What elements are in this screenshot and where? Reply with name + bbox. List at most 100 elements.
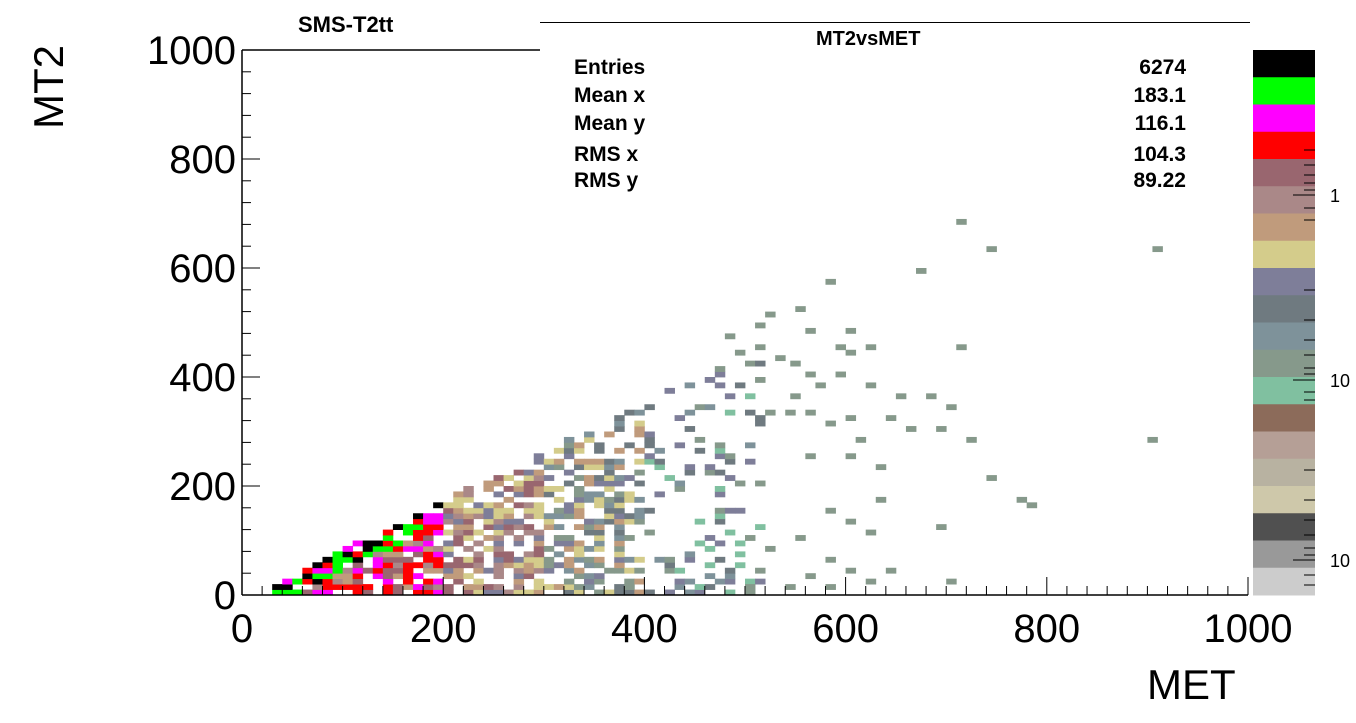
heatmap-bin [553,447,565,454]
heatmap-bin [433,524,444,530]
heatmap-bin [634,458,645,465]
heatmap-bin [423,589,434,596]
heatmap-bin [553,496,565,503]
heatmap-bin [573,567,585,574]
heatmap-bin [433,562,444,569]
heatmap-bin [433,529,444,536]
color-palette: 1 10 10 [1253,50,1350,596]
heatmap-bin [584,584,595,590]
heatmap-bin [282,584,293,590]
heatmap-bin [493,518,504,525]
heatmap-bin [543,486,555,492]
heatmap-bin [775,355,786,362]
heatmap-bin [433,502,444,509]
heatmap-bin [745,458,756,465]
heatmap-bin [674,567,686,574]
heatmap-bin [423,524,434,530]
heatmap-bin [905,426,917,432]
heatmap-bin [614,507,625,514]
heatmap-bin [745,393,756,400]
palette-swatch [1253,159,1315,187]
heatmap-bin [714,371,726,378]
heatmap-bin [835,371,846,378]
heatmap-bin [584,556,595,563]
heatmap-bin [745,442,756,449]
heatmap-bin [503,507,515,514]
heatmap-bin [493,502,504,509]
heatmap-bin [553,507,565,514]
y-tick-label: 800 [169,138,236,182]
heatmap-bin [594,458,605,465]
heatmap-bin [372,562,384,569]
heatmap-bin [674,480,686,487]
heatmap-bin [342,584,354,590]
heatmap-bin [584,475,595,481]
heatmap-bin [714,469,726,476]
heatmap-bin [1016,496,1028,503]
heatmap-bin [594,562,605,569]
heatmap-bin [694,436,706,443]
heatmap-bin [573,551,585,558]
heatmap-bin [684,578,696,585]
heatmap-bin [453,567,464,574]
heatmap-bin [443,551,454,558]
heatmap-bin [332,562,343,569]
heatmap-bin [352,567,364,574]
heatmap-bin [413,589,424,596]
heatmap-bin [523,589,535,596]
heatmap-bin [382,578,394,585]
heatmap-bin [885,567,897,574]
heatmap-bin [402,524,414,530]
heatmap-bin [493,507,504,514]
stat-name: Mean x [574,84,646,107]
heatmap-bin [624,556,635,563]
heatmap-bin [724,458,736,465]
heatmap-bin [543,567,555,574]
heatmap-bin [553,524,565,530]
heatmap-bin [402,540,414,547]
heatmap-bin [533,480,545,487]
heatmap-bin [493,589,504,596]
heatmap-bin [895,393,907,400]
heatmap-bin [443,567,454,574]
heatmap-bin [382,540,394,547]
heatmap-bin [483,518,494,525]
stat-value: 183.1 [1133,84,1186,107]
heatmap-bin [724,475,736,481]
heatmap-bin [674,442,686,449]
heatmap-bin [342,551,354,558]
heatmap-bin [604,431,615,438]
heatmap-bin [513,469,525,476]
heatmap-bin [664,567,675,574]
heatmap-bin [362,567,374,574]
stat-name: Entries [574,56,646,79]
heatmap-bin [543,458,555,465]
heatmap-bin [493,562,504,569]
heatmap-bin [755,360,766,367]
heatmap-bin [644,458,655,465]
palette-swatch [1253,404,1315,432]
heatmap-bin [322,562,333,569]
heatmap-bin [755,480,766,487]
heatmap-bin [453,507,464,514]
heatmap-bin [513,556,525,563]
heatmap-bin [614,513,625,520]
heatmap-bin [493,584,504,590]
heatmap-bin [483,480,494,487]
heatmap-bin [463,545,474,552]
heatmap-bin [865,344,877,351]
heatmap-bin [573,502,585,509]
heatmap-bin [402,573,414,580]
heatmap-bin [543,562,555,569]
heatmap-bin [624,578,635,585]
heatmap-bin [392,562,404,569]
heatmap-bin [634,567,645,574]
heatmap-bin [594,518,605,525]
heatmap-bin [734,480,746,487]
heatmap-bin [342,567,354,574]
heatmap-bin [644,436,655,443]
heatmap-bin [513,518,525,525]
heatmap-bin [674,415,686,421]
heatmap-bin [463,486,474,492]
heatmap-bin [533,589,545,596]
